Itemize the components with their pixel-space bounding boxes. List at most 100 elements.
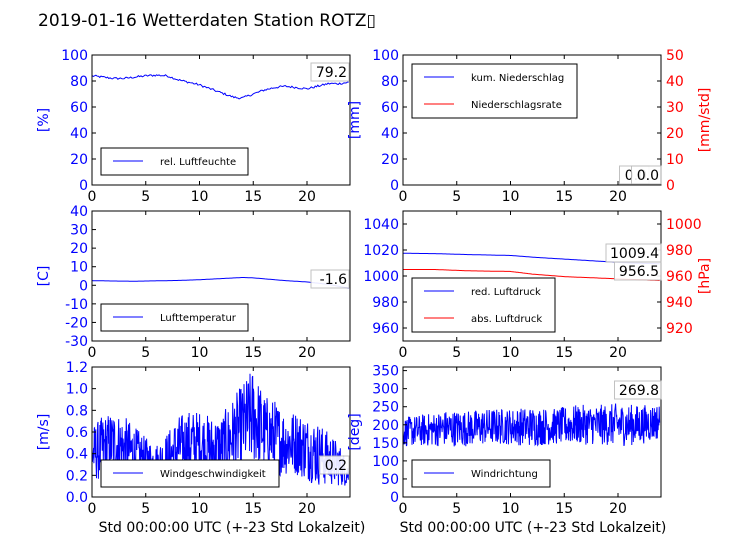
y-tick-label: 1000 bbox=[363, 269, 399, 285]
y-tick-label: 0.2 bbox=[66, 468, 88, 484]
x-tick-label: 20 bbox=[609, 501, 627, 517]
y-tick-label: 250 bbox=[372, 400, 399, 416]
value-label-box bbox=[319, 455, 350, 475]
plot-frame bbox=[402, 366, 662, 498]
y2-tick-label: 0 bbox=[666, 178, 675, 194]
legend-label: kum. Niederschlag bbox=[471, 73, 564, 84]
y-tick-label: 10 bbox=[70, 260, 88, 276]
x-tick-label: 10 bbox=[191, 345, 209, 361]
y-tick-label: 20 bbox=[70, 152, 88, 168]
y-tick-label: 1040 bbox=[363, 217, 399, 233]
series-line-0 bbox=[403, 403, 661, 447]
x-tick-label: 0 bbox=[399, 345, 408, 361]
x-tick-label: 15 bbox=[555, 345, 573, 361]
x-tick-label: 5 bbox=[141, 189, 150, 205]
y-tick-label: 60 bbox=[70, 100, 88, 116]
x-tick-label: 0 bbox=[399, 501, 408, 517]
value-label-box bbox=[614, 261, 662, 281]
x-tick-label: 0 bbox=[88, 501, 97, 517]
x-tick-label: 20 bbox=[609, 189, 627, 205]
y2-tick-label: 20 bbox=[666, 126, 684, 142]
y-tick-label: 30 bbox=[70, 223, 88, 239]
plot-frame bbox=[402, 54, 662, 186]
x-tick-label: 20 bbox=[609, 345, 627, 361]
chart-humidity: 0 5 10 15 20 0 20 40 60 80 100 [%] rel. Luftfeuchte 7… bbox=[36, 48, 351, 205]
chart-temperature: 0 5 10 15 20 -30 -20 -10 0 10 20 30 40 [C] Lufttempera… bbox=[36, 204, 351, 361]
y-tick-label: 0.6 bbox=[66, 425, 88, 441]
x-axis-label-left: Std 00:00:00 UTC (+-23 Std Lokalzeit) bbox=[99, 520, 366, 536]
value-label: -1.6 bbox=[320, 272, 347, 288]
value-label-box bbox=[631, 165, 662, 185]
x-tick-label: 10 bbox=[502, 189, 520, 205]
y-tick-label: 0 bbox=[390, 178, 399, 194]
y-tick-label: 80 bbox=[381, 74, 399, 90]
x-tick-label: 10 bbox=[502, 501, 520, 517]
y-axis-label: [m/s] bbox=[36, 414, 52, 451]
y-tick-label: 100 bbox=[61, 48, 88, 64]
y2-tick-label: 960 bbox=[666, 269, 693, 285]
y2-tick-label: 50 bbox=[666, 48, 684, 64]
legend-label: red. Luftdruck bbox=[471, 287, 541, 298]
series-group bbox=[403, 403, 661, 447]
legend-box bbox=[411, 277, 556, 333]
x-tick-label: 10 bbox=[191, 501, 209, 517]
x-tick-label: 20 bbox=[298, 189, 316, 205]
value-label: 1009.4 bbox=[610, 246, 659, 262]
y-tick-label: 1020 bbox=[363, 243, 399, 259]
legend-label: Niederschlagsrate bbox=[471, 100, 562, 111]
y-axis-label: [mm] bbox=[347, 101, 363, 139]
y-tick-label: 0 bbox=[79, 178, 88, 194]
series-group bbox=[92, 277, 349, 289]
y2-axis-label: [hPa] bbox=[697, 258, 713, 294]
chart-winddir: 0 5 10 15 20050100150200250300350[deg]Windri… bbox=[347, 364, 662, 517]
x-tick-label: 0 bbox=[88, 189, 97, 205]
x-tick-label: 5 bbox=[141, 345, 150, 361]
x-tick-label: 5 bbox=[452, 345, 461, 361]
y-axis-label: [C] bbox=[36, 266, 52, 287]
y2-tick-label: 40 bbox=[666, 74, 684, 90]
legend-label: rel. Luftfeuchte bbox=[160, 157, 236, 168]
y2-tick-label: 1000 bbox=[666, 217, 702, 233]
x-tick-label: 15 bbox=[555, 189, 573, 205]
plot-frame bbox=[91, 210, 351, 342]
legend-box bbox=[411, 63, 578, 119]
y2-axis-label: [mm/std] bbox=[697, 88, 713, 153]
series-group bbox=[92, 74, 349, 100]
y-tick-label: 300 bbox=[372, 382, 399, 398]
y-tick-label: 960 bbox=[372, 321, 399, 337]
chart-pressure: 0 5 10 15 20 960 980 1000 1020 1040 920 940 960 980 10… bbox=[363, 210, 713, 361]
value-label: 79.2 bbox=[316, 65, 347, 81]
plot-frame bbox=[91, 54, 351, 186]
chart-precip: 0 5 10 15 20 0 20 40 60 80 100 0 10 20 30 40 50 [mm] [mm/s… bbox=[347, 48, 713, 205]
value-label: 956.5 bbox=[619, 264, 659, 280]
legend-label: Windgeschwindigkeit bbox=[160, 469, 266, 480]
legend-label: Windrichtung bbox=[471, 469, 538, 480]
series-line-0 bbox=[92, 74, 349, 100]
y-tick-label: 20 bbox=[381, 152, 399, 168]
y-tick-label: -20 bbox=[65, 315, 88, 331]
y-tick-label: 100 bbox=[372, 48, 399, 64]
x-tick-label: 0 bbox=[399, 189, 408, 205]
x-tick-label: 20 bbox=[298, 501, 316, 517]
value-label-box bbox=[310, 269, 350, 289]
y-tick-label: 50 bbox=[381, 472, 399, 488]
y-axis-label: [%] bbox=[36, 108, 52, 132]
y-tick-label: 80 bbox=[70, 74, 88, 90]
x-tick-label: 5 bbox=[141, 501, 150, 517]
value-label: 0.0 bbox=[637, 168, 659, 184]
x-tick-label: 15 bbox=[555, 501, 573, 517]
y-tick-label: -30 bbox=[65, 334, 88, 350]
series-line-0 bbox=[92, 277, 349, 289]
y-tick-label: 40 bbox=[70, 204, 88, 220]
y-tick-label: 200 bbox=[372, 418, 399, 434]
y-axis-label: [deg] bbox=[347, 413, 363, 450]
y2-tick-label: 940 bbox=[666, 295, 693, 311]
x-tick-label: 5 bbox=[452, 189, 461, 205]
y-tick-label: 40 bbox=[381, 126, 399, 142]
y2-tick-label: 30 bbox=[666, 100, 684, 116]
value-label-box bbox=[614, 380, 662, 400]
y-tick-label: 150 bbox=[372, 436, 399, 452]
legend-label: Lufttemperatur bbox=[160, 313, 237, 324]
